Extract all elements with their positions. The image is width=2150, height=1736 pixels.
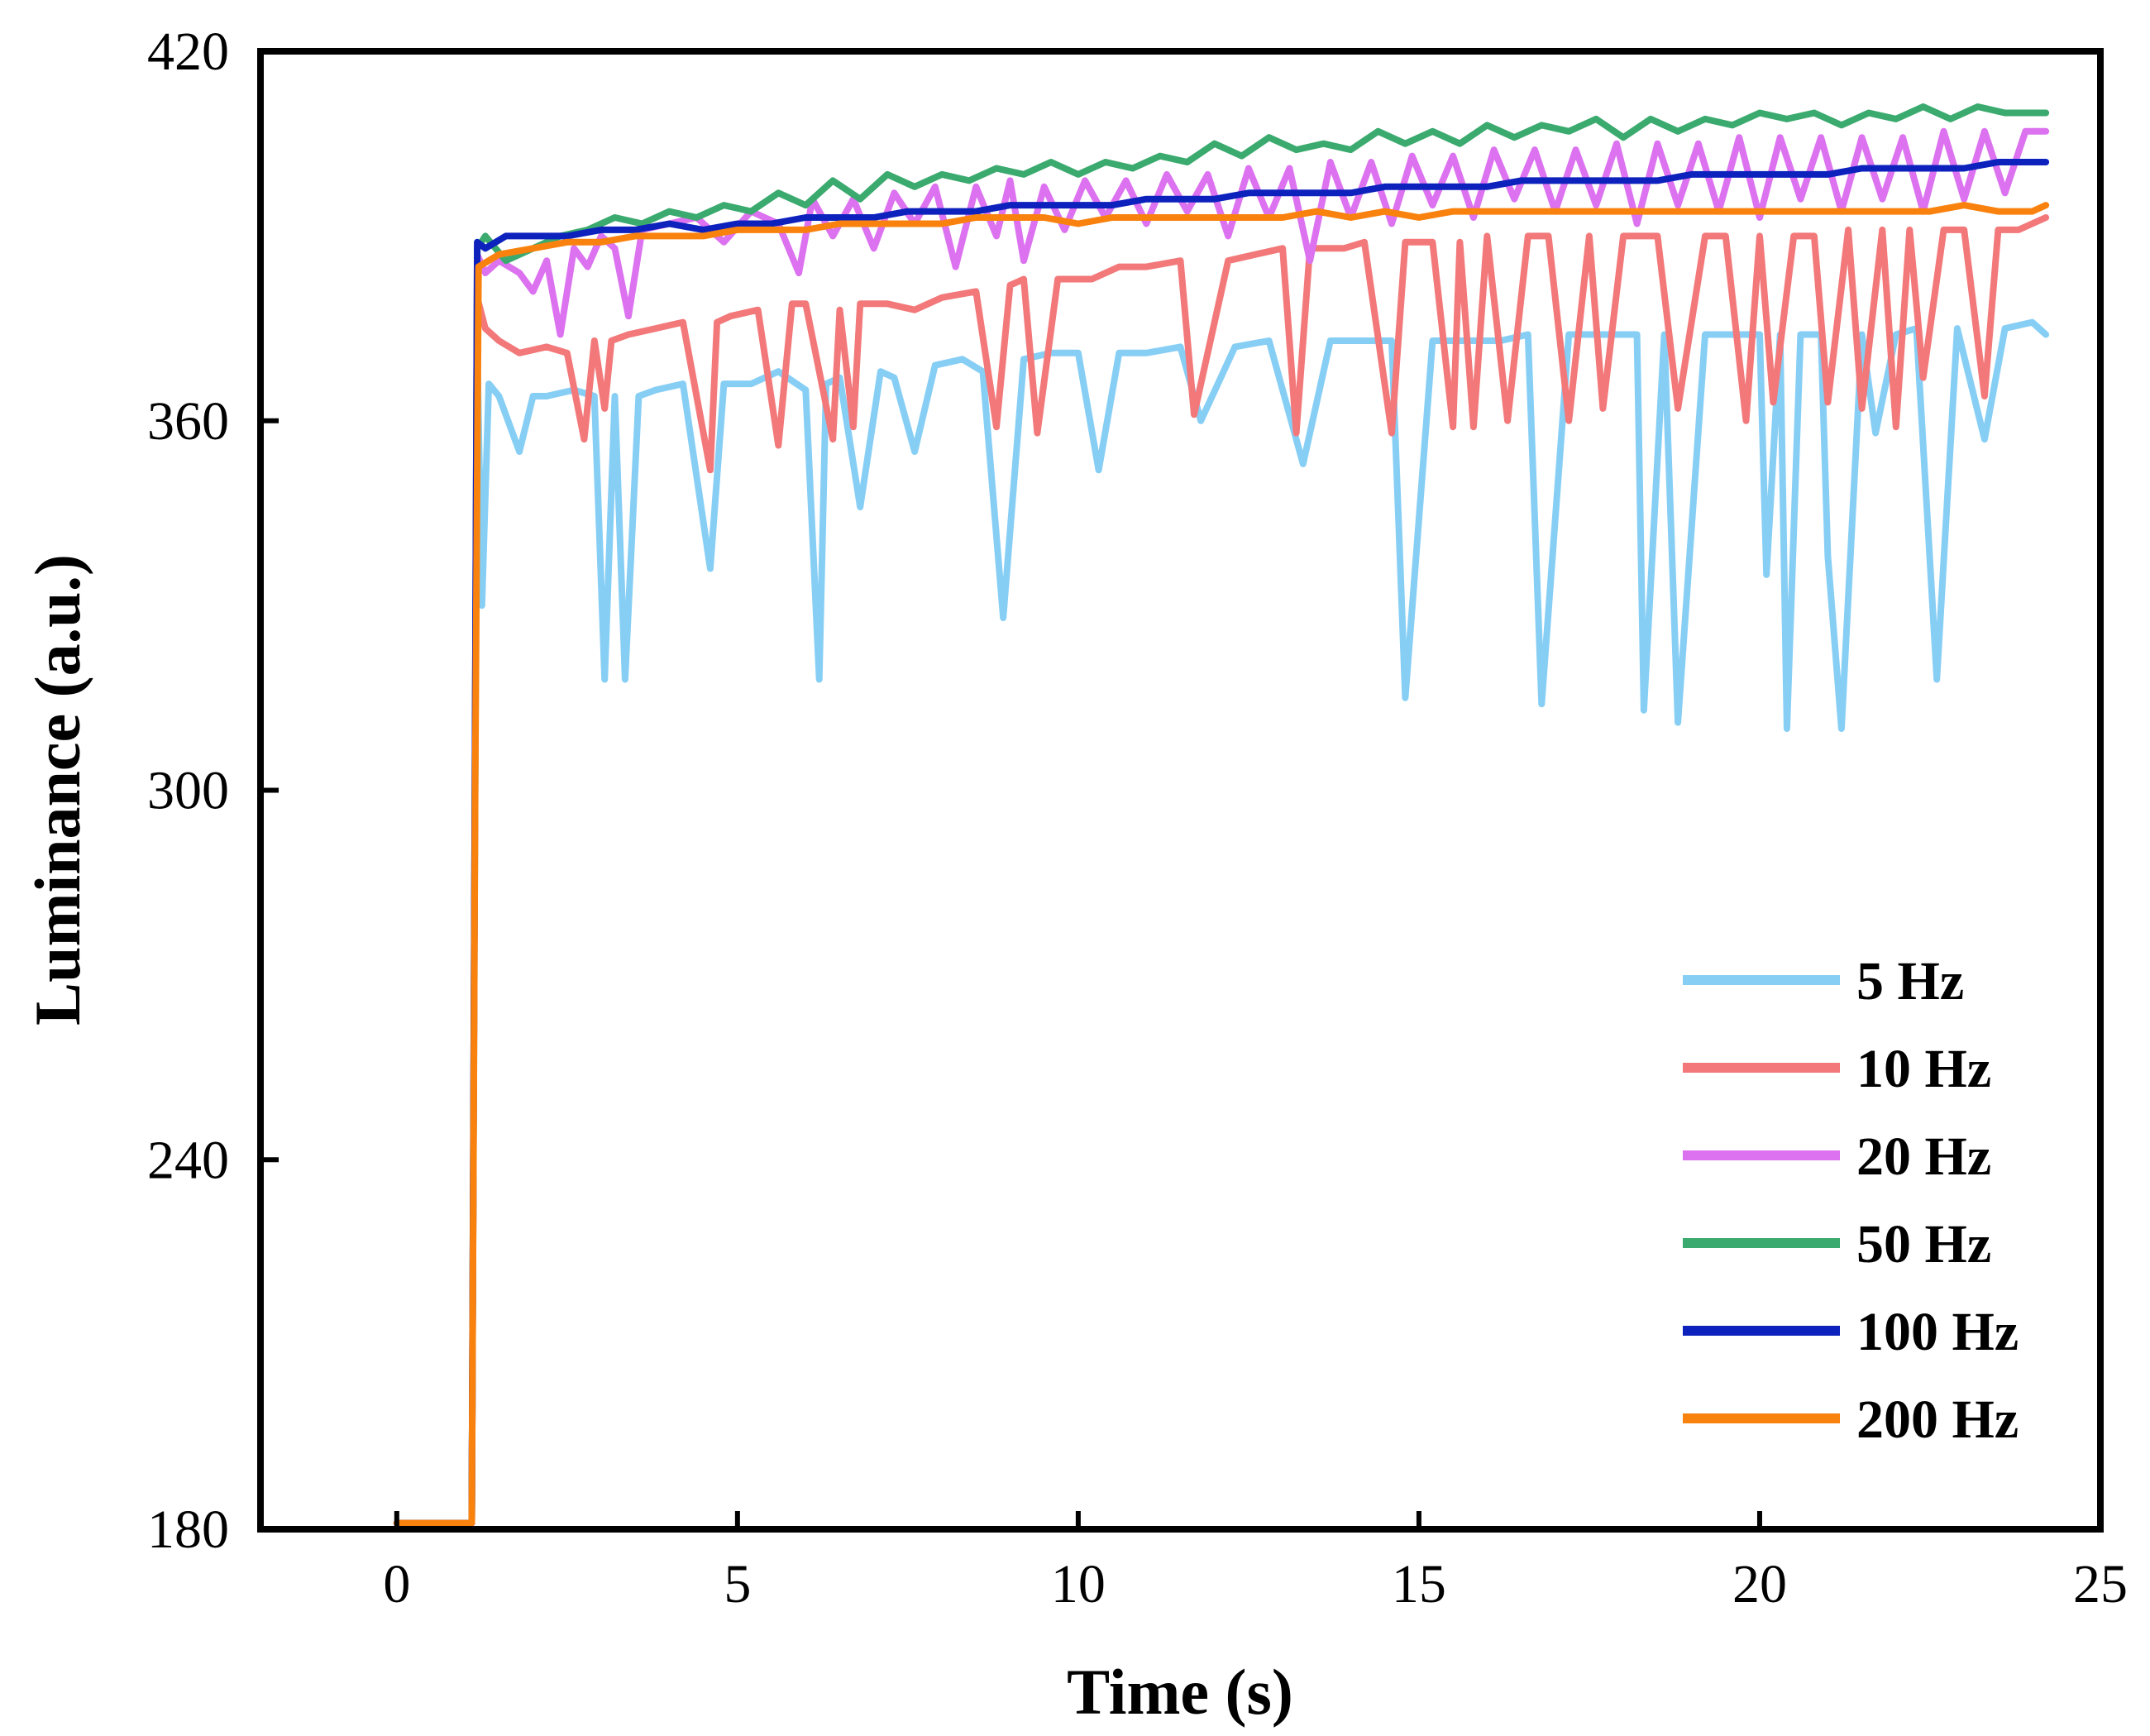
series-line-10-hz (393, 214, 2050, 1527)
x-tick-label: 10 (1051, 1554, 1106, 1614)
legend-label: 50 Hz (1856, 1214, 1991, 1275)
y-tick-label: 240 (147, 1130, 229, 1190)
x-tick-label: 25 (2073, 1554, 2128, 1614)
series-line-100-hz (393, 159, 2050, 1527)
x-tick-label: 0 (383, 1554, 410, 1614)
legend-label: 100 Hz (1856, 1302, 2019, 1362)
legend: 5 Hz 10 Hz 20 Hz 50 Hz 100 Hz 200 Hz (1683, 951, 2019, 1450)
series-line-50-hz (393, 103, 2050, 1527)
series-line-5-hz (393, 318, 2050, 1527)
y-tick-label: 420 (147, 22, 229, 82)
legend-label: 10 Hz (1856, 1039, 1991, 1099)
y-tick-label: 300 (147, 761, 229, 821)
series-layer (393, 103, 2050, 1527)
series-line-20-hz (393, 127, 2050, 1527)
legend-label: 5 Hz (1856, 951, 1964, 1011)
y-axis-title: Luminance (a.u.) (22, 554, 93, 1026)
legend-label: 200 Hz (1856, 1389, 2019, 1450)
y-axis-ticks: 180 240 300 360 420 (147, 22, 279, 1560)
x-tick-label: 20 (1732, 1554, 1787, 1614)
x-tick-label: 15 (1392, 1554, 1446, 1614)
y-tick-label: 360 (147, 391, 229, 452)
y-tick-label: 180 (147, 1499, 229, 1560)
x-axis-ticks: 0 5 10 15 20 25 (383, 1511, 2128, 1614)
x-tick-label: 5 (724, 1554, 751, 1614)
series-line-200-hz (393, 202, 2050, 1527)
x-axis-title: Time (s) (1067, 1656, 1293, 1728)
legend-label: 20 Hz (1856, 1126, 1991, 1187)
